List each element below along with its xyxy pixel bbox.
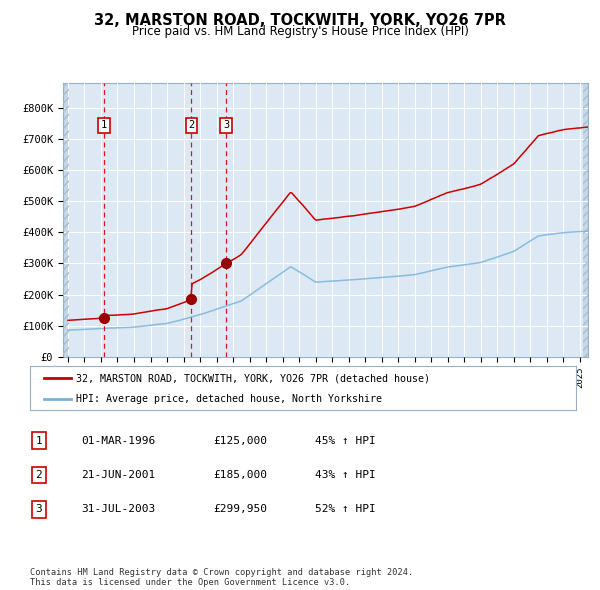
Text: 45% ↑ HPI: 45% ↑ HPI [315,436,376,445]
Text: 2: 2 [188,120,194,130]
Text: 3: 3 [35,504,43,514]
Text: 01-MAR-1996: 01-MAR-1996 [81,436,155,445]
Text: 43% ↑ HPI: 43% ↑ HPI [315,470,376,480]
Text: 31-JUL-2003: 31-JUL-2003 [81,504,155,514]
Text: 1: 1 [101,120,107,130]
Bar [63,83,69,357]
Bar [583,83,588,357]
Text: HPI: Average price, detached house, North Yorkshire: HPI: Average price, detached house, Nort… [76,394,382,404]
Bar [63,83,69,357]
Text: Contains HM Land Registry data © Crown copyright and database right 2024.
This d: Contains HM Land Registry data © Crown c… [30,568,413,587]
Text: 1: 1 [35,436,43,445]
Text: £125,000: £125,000 [213,436,267,445]
Text: £185,000: £185,000 [213,470,267,480]
Text: Price paid vs. HM Land Registry's House Price Index (HPI): Price paid vs. HM Land Registry's House … [131,25,469,38]
Text: 2: 2 [35,470,43,480]
Bar [583,83,588,357]
Text: 21-JUN-2001: 21-JUN-2001 [81,470,155,480]
Text: 32, MARSTON ROAD, TOCKWITH, YORK, YO26 7PR: 32, MARSTON ROAD, TOCKWITH, YORK, YO26 7… [94,13,506,28]
Text: 3: 3 [223,120,229,130]
Text: 32, MARSTON ROAD, TOCKWITH, YORK, YO26 7PR (detached house): 32, MARSTON ROAD, TOCKWITH, YORK, YO26 7… [76,373,430,383]
Text: 52% ↑ HPI: 52% ↑ HPI [315,504,376,514]
Text: £299,950: £299,950 [213,504,267,514]
